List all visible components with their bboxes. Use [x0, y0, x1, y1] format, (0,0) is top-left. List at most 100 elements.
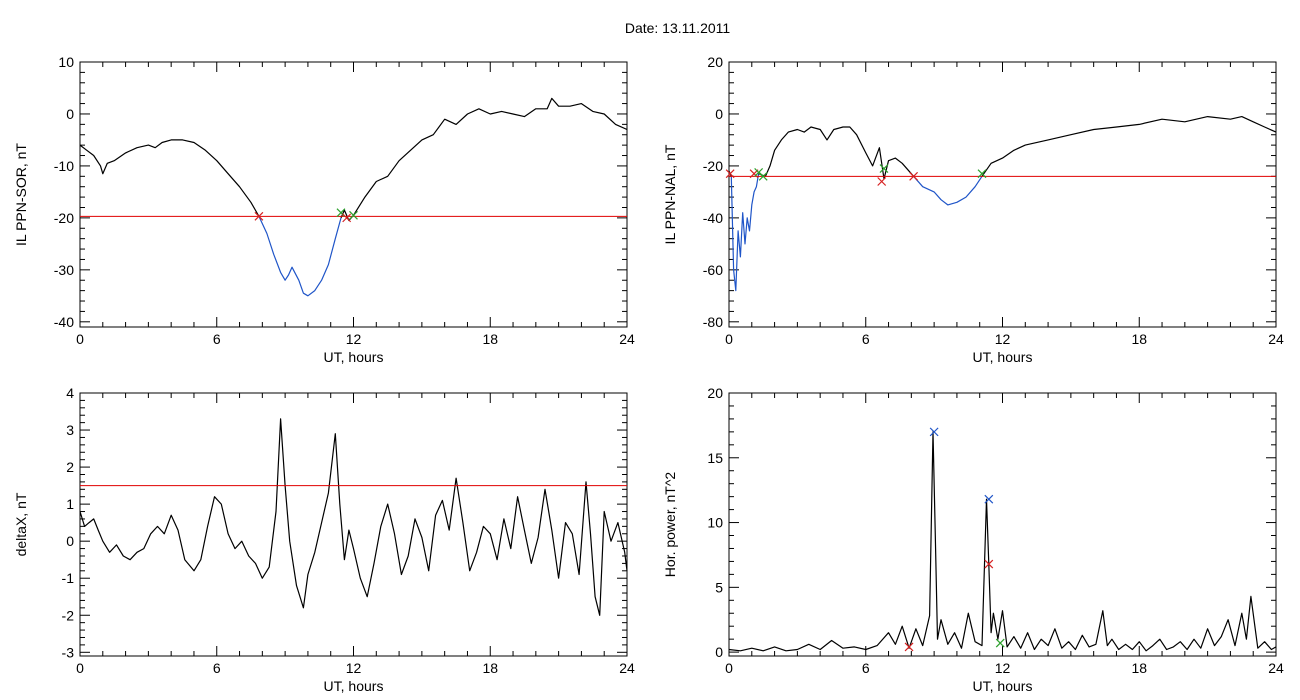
series-line: [981, 115, 1277, 177]
x-axis-label: UT, hours: [973, 678, 1033, 694]
x-tick-label: 18: [1131, 331, 1147, 347]
y-tick-label: 0: [66, 533, 74, 549]
marker-stroke: [909, 171, 919, 181]
series-line: [79, 418, 628, 616]
y-tick-label: -20: [703, 158, 723, 174]
y-tick-label: -3: [62, 644, 75, 660]
x-tick-label: 24: [619, 331, 635, 347]
series-line: [79, 139, 260, 217]
y-tick-label: 3: [66, 422, 74, 438]
x-marker: [254, 211, 264, 221]
y-tick-label: -60: [703, 262, 723, 278]
x-tick-label: 0: [76, 331, 84, 347]
y-tick-label: -80: [703, 314, 723, 330]
y-tick-label: 10: [58, 54, 74, 70]
x-marker: [909, 171, 919, 181]
x-tick-label: 6: [213, 660, 221, 676]
marker-stroke: [336, 208, 346, 218]
series-line: [913, 175, 983, 206]
y-tick-label: 0: [66, 106, 74, 122]
y-tick-label: 5: [715, 579, 723, 595]
marker-stroke: [929, 427, 939, 437]
x-marker: [984, 559, 994, 569]
y-tick-label: -40: [703, 210, 723, 226]
x-tick-label: 6: [862, 660, 870, 676]
x-tick-label: 0: [725, 660, 733, 676]
y-tick-label: 15: [707, 450, 723, 466]
y-axis-label: deltaX, nT: [13, 492, 29, 556]
x-tick-label: 12: [995, 660, 1011, 676]
x-tick-label: 0: [725, 331, 733, 347]
y-tick-label: 20: [707, 385, 723, 401]
y-tick-label: 0: [715, 106, 723, 122]
x-marker: [929, 427, 939, 437]
x-tick-label: 18: [482, 660, 498, 676]
series-line: [728, 431, 1277, 652]
plot-frame: [728, 392, 1277, 657]
x-marker: [879, 164, 889, 173]
x-marker: [725, 169, 735, 179]
y-axis-label: IL PPN-NAL, nT: [662, 144, 678, 244]
y-tick-label: -20: [54, 210, 74, 226]
series-line: [340, 97, 628, 222]
marker-stroke: [984, 494, 994, 504]
x-marker: [977, 169, 987, 179]
x-tick-label: 0: [76, 660, 84, 676]
x-marker: [995, 638, 1005, 648]
y-tick-label: 0: [715, 644, 723, 660]
x-tick-label: 24: [1268, 331, 1284, 347]
x-marker: [758, 171, 768, 181]
marker-stroke: [877, 177, 887, 186]
panel-bottom-right: 0 6 12 18 24 0 5 10 15 20 UT, hours Hor. power, nT^…: [662, 385, 1284, 694]
x-tick-label: 6: [862, 331, 870, 347]
marker-stroke: [342, 213, 352, 223]
y-tick-label: -30: [54, 262, 74, 278]
plot-frame: [728, 61, 1277, 328]
plot-frame: [79, 392, 628, 657]
marker-stroke: [754, 167, 764, 177]
x-axis-label: UT, hours: [324, 678, 384, 694]
y-axis-label: Hor. power, nT^2: [662, 472, 678, 578]
y-tick-label: 1: [66, 496, 74, 512]
x-tick-label: 6: [213, 331, 221, 347]
marker-stroke: [758, 171, 768, 181]
y-tick-label: -10: [54, 158, 74, 174]
plot-frame: [79, 61, 628, 328]
x-tick-label: 24: [1268, 660, 1284, 676]
y-tick-label: -2: [62, 607, 75, 623]
panel-top-right: 0 6 12 18 24 -80 -60 -40 -20 0 20 UT, hours IL PPN-N…: [662, 54, 1284, 365]
x-marker: [877, 177, 887, 186]
x-tick-label: 12: [346, 331, 362, 347]
page-title: Date: 13.11.2011: [624, 20, 731, 36]
x-tick-label: 18: [482, 331, 498, 347]
y-tick-label: -40: [54, 314, 74, 330]
y-tick-label: 20: [707, 54, 723, 70]
series-line: [758, 126, 915, 180]
marker-stroke: [995, 638, 1005, 648]
x-marker: [349, 210, 358, 220]
x-marker: [904, 642, 914, 652]
x-axis-label: UT, hours: [973, 349, 1033, 365]
x-tick-label: 24: [619, 660, 635, 676]
marker-stroke: [879, 164, 889, 173]
series-line: [258, 216, 342, 297]
x-tick-label: 12: [995, 331, 1011, 347]
x-tick-label: 18: [1131, 660, 1147, 676]
marker-stroke: [725, 169, 735, 179]
y-tick-label: 10: [707, 515, 723, 531]
x-marker: [342, 213, 352, 223]
marker-stroke: [984, 559, 994, 569]
y-tick-label: -1: [62, 570, 75, 586]
marker-stroke: [349, 210, 358, 220]
panel-top-left: 0 6 12 18 24 -40 -30 -20 -10 0 10 UT, hours IL PPN-S…: [13, 54, 635, 365]
y-tick-label: 4: [66, 385, 74, 401]
x-tick-label: 12: [346, 660, 362, 676]
y-tick-label: 2: [66, 459, 74, 475]
y-axis-label: IL PPN-SOR, nT: [13, 143, 29, 246]
marker-stroke: [977, 169, 987, 179]
x-marker: [984, 494, 994, 504]
marker-stroke: [254, 211, 264, 221]
series-line: [730, 173, 760, 292]
x-axis-label: UT, hours: [324, 349, 384, 365]
